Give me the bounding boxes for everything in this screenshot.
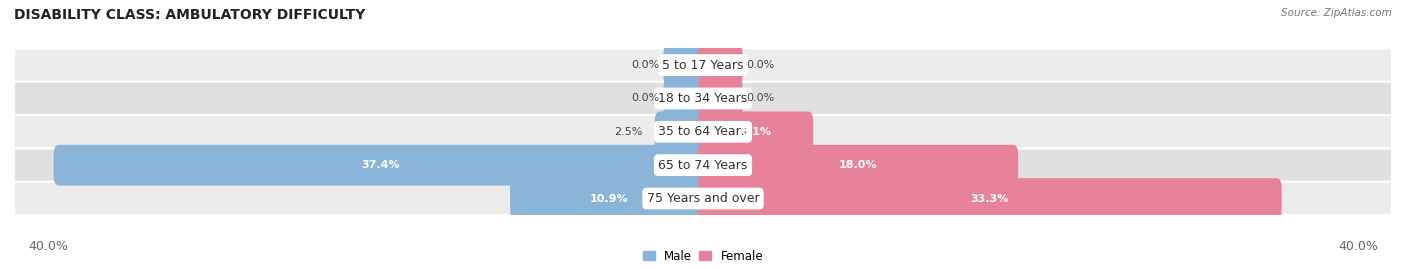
Text: 0.0%: 0.0% (631, 60, 659, 70)
FancyBboxPatch shape (14, 115, 1392, 148)
Text: 75 Years and over: 75 Years and over (647, 192, 759, 205)
FancyBboxPatch shape (697, 45, 742, 86)
Text: 18 to 34 Years: 18 to 34 Years (658, 92, 748, 105)
Legend: Male, Female: Male, Female (643, 250, 763, 263)
FancyBboxPatch shape (697, 111, 813, 152)
FancyBboxPatch shape (14, 148, 1392, 182)
Text: 33.3%: 33.3% (970, 193, 1010, 204)
Text: 5 to 17 Years: 5 to 17 Years (662, 59, 744, 72)
Text: Source: ZipAtlas.com: Source: ZipAtlas.com (1281, 8, 1392, 18)
Text: 6.1%: 6.1% (740, 127, 770, 137)
FancyBboxPatch shape (14, 48, 1392, 82)
Text: 2.5%: 2.5% (614, 127, 643, 137)
Text: 10.9%: 10.9% (591, 193, 628, 204)
FancyBboxPatch shape (510, 178, 709, 219)
FancyBboxPatch shape (664, 45, 709, 86)
Text: 0.0%: 0.0% (747, 93, 775, 104)
FancyBboxPatch shape (655, 111, 709, 152)
FancyBboxPatch shape (697, 145, 1018, 186)
Text: 35 to 64 Years: 35 to 64 Years (658, 125, 748, 138)
FancyBboxPatch shape (697, 178, 1282, 219)
FancyBboxPatch shape (14, 82, 1392, 115)
Text: 18.0%: 18.0% (839, 160, 877, 170)
Text: 40.0%: 40.0% (28, 240, 67, 253)
Text: 0.0%: 0.0% (631, 93, 659, 104)
Text: DISABILITY CLASS: AMBULATORY DIFFICULTY: DISABILITY CLASS: AMBULATORY DIFFICULTY (14, 8, 366, 22)
FancyBboxPatch shape (53, 145, 709, 186)
Text: 0.0%: 0.0% (747, 60, 775, 70)
Text: 37.4%: 37.4% (361, 160, 401, 170)
FancyBboxPatch shape (664, 78, 709, 119)
FancyBboxPatch shape (697, 78, 742, 119)
Text: 65 to 74 Years: 65 to 74 Years (658, 159, 748, 172)
FancyBboxPatch shape (14, 182, 1392, 215)
Text: 40.0%: 40.0% (1339, 240, 1378, 253)
